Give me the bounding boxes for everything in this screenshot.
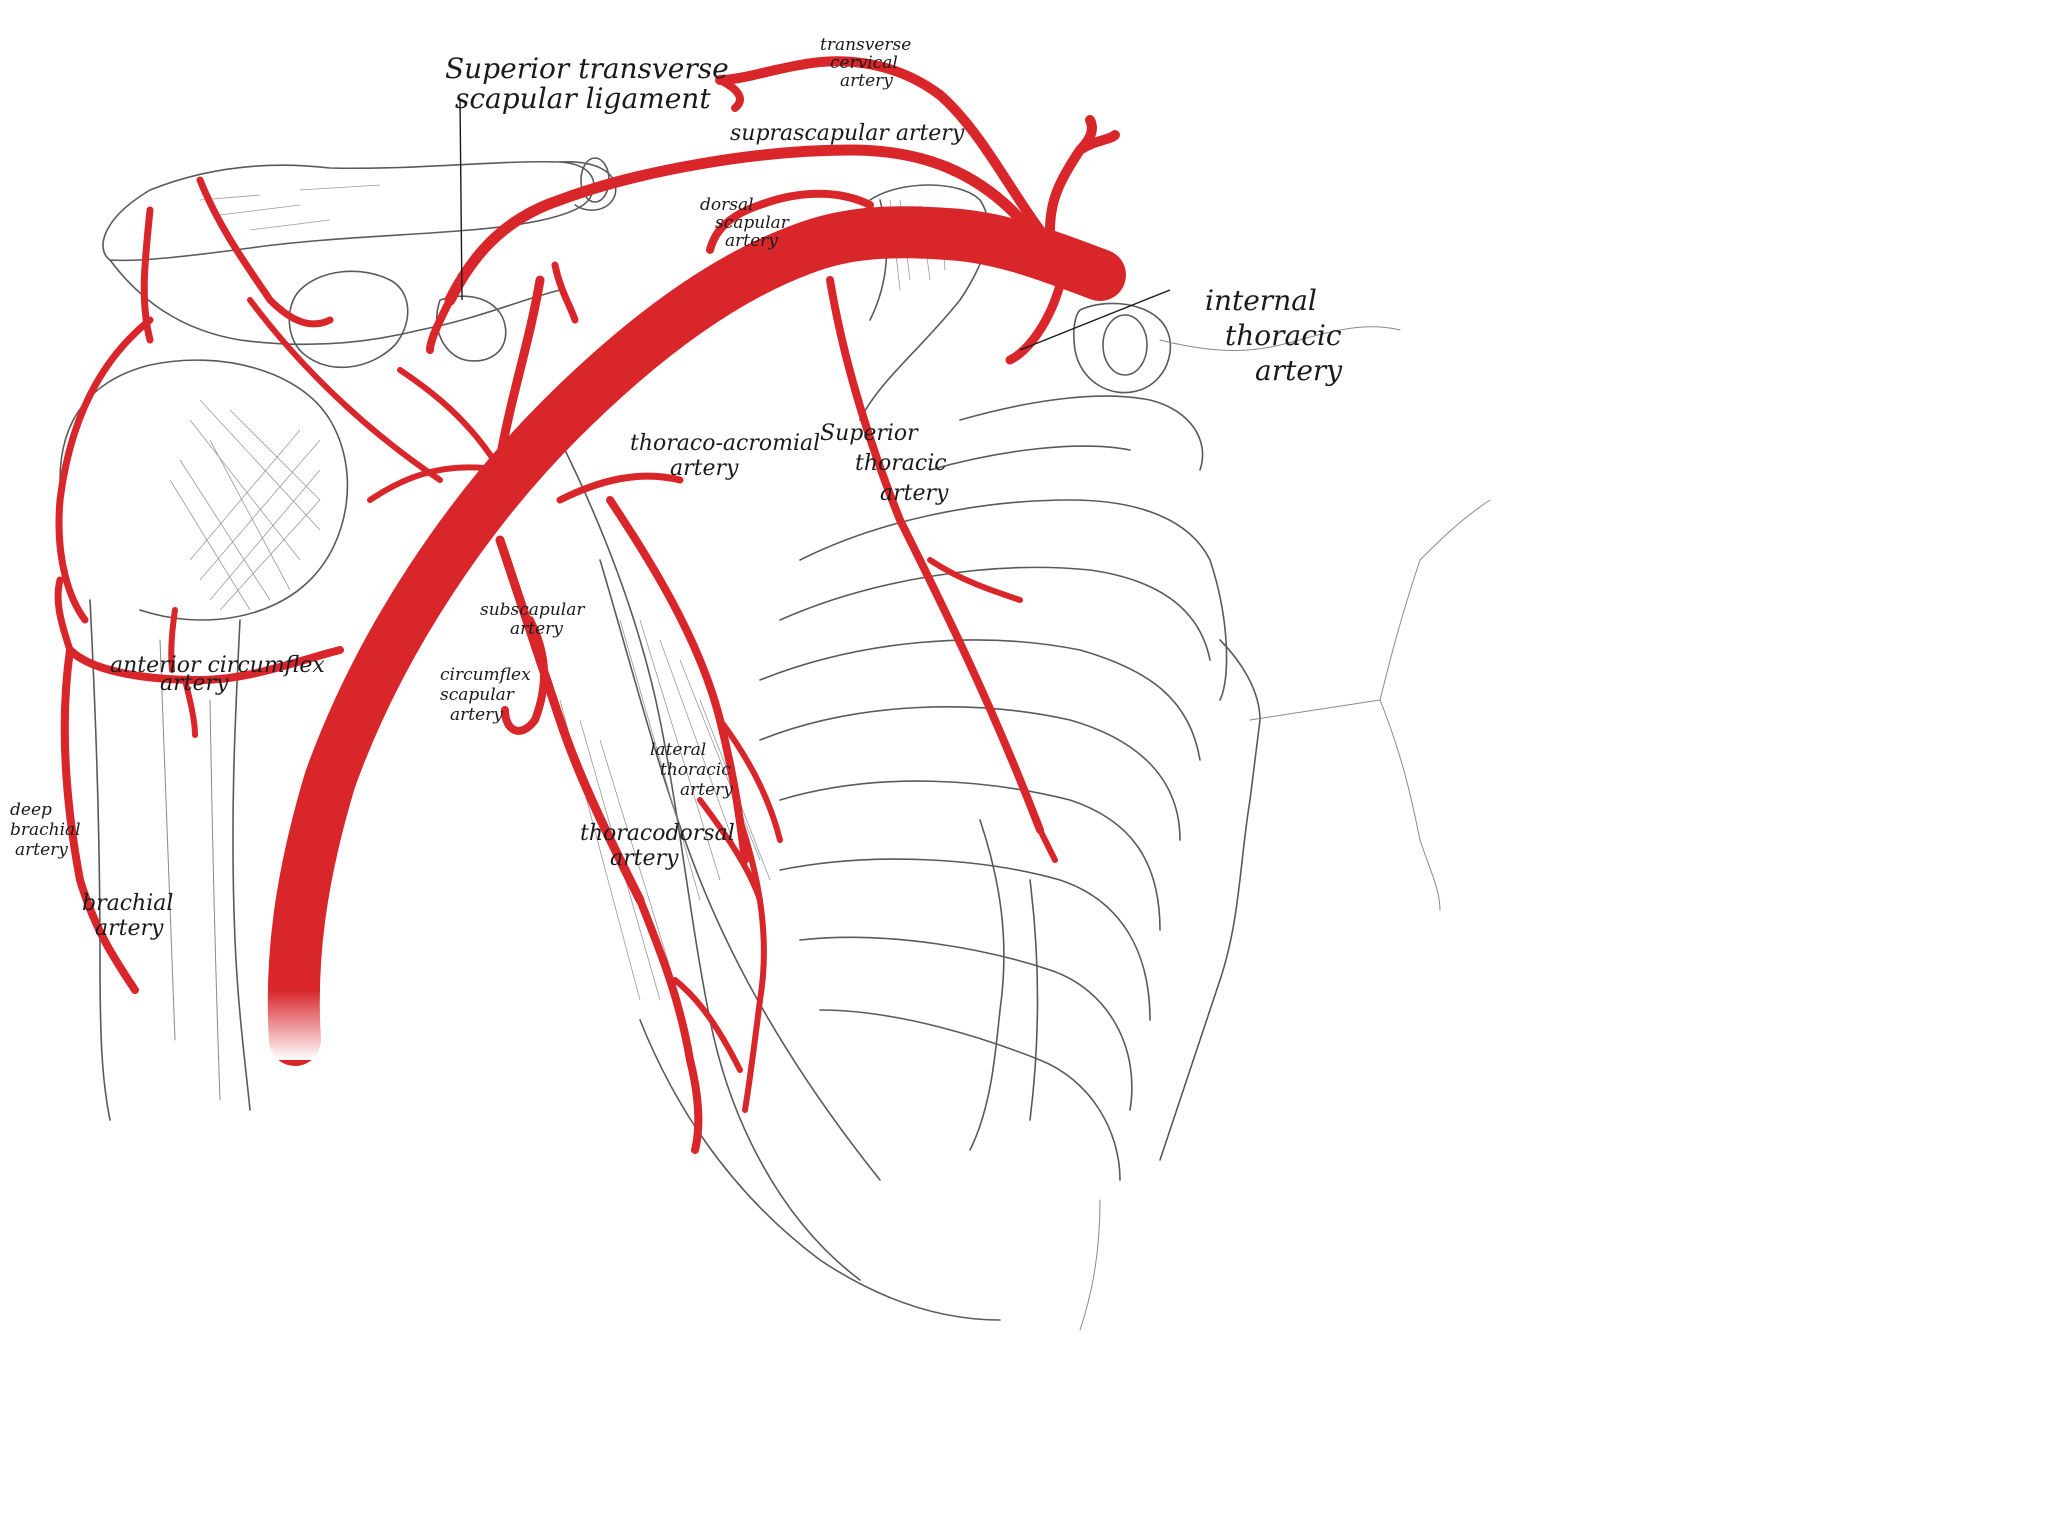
skeleton-sketch <box>59 157 1491 1331</box>
labels: Superior transverse scapular ligament tr… <box>10 35 1350 941</box>
thoraco-acromial-artery <box>475 275 545 525</box>
label-dorsal-scapular-artery: dorsal scapular artery <box>700 195 794 251</box>
arteries <box>54 56 1126 1154</box>
label-subscapular-artery: subscapular artery <box>480 600 590 639</box>
leader-lines <box>459 99 1171 351</box>
internal-thoracic-artery <box>1005 280 1065 365</box>
label-transverse-cervical-artery: transverse cervical artery <box>820 35 917 91</box>
label-superior-transverse-scapular-ligament: Superior transverse scapular ligament <box>445 52 738 115</box>
label-thoracodorsal-artery: thoracodorsal artery <box>580 821 742 871</box>
circumflex-scapular-artery <box>501 616 548 735</box>
subscapular-artery <box>495 535 645 905</box>
superior-thoracic-artery <box>826 276 1044 834</box>
subclavian-artery <box>267 206 1126 1066</box>
suprascapular-artery <box>444 144 1036 306</box>
dorsal-scapular-artery <box>706 189 874 254</box>
label-suprascapular-artery: suprascapular artery <box>730 121 965 146</box>
label-anterior-circumflex-artery: anterior circumflex artery <box>110 653 332 696</box>
thoracodorsal-artery <box>636 896 703 1154</box>
brachial-artery <box>60 646 139 994</box>
lateral-thoracic-artery <box>606 496 749 864</box>
label-brachial-artery: brachial artery <box>82 891 180 941</box>
label-lateral-thoracic-artery: lateral thoracic artery <box>650 740 736 800</box>
transverse-cervical-artery <box>715 56 1045 235</box>
label-thoraco-acromial-artery: thoraco-acromial artery <box>630 431 827 481</box>
anterior-circumflex-artery <box>66 646 344 684</box>
label-deep-brachial-artery: deep brachial artery <box>10 800 86 860</box>
label-superior-thoracic-artery: Superior thoracic artery <box>820 421 954 506</box>
label-circumflex-scapular-artery: circumflex scapular artery <box>440 665 536 725</box>
label-internal-thoracic-artery: internal thoracic artery <box>1205 284 1350 387</box>
